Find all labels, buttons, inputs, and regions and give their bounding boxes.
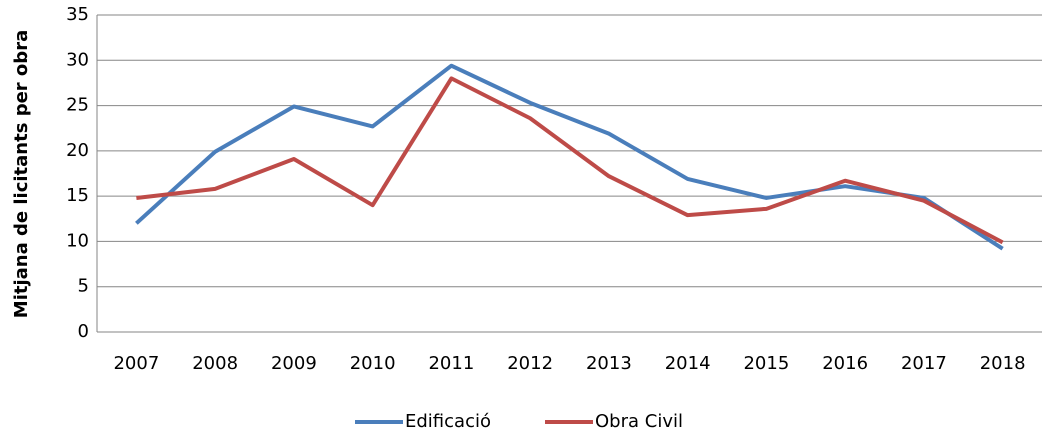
x-tick-label: 2008 [192, 353, 238, 374]
x-tick-label: 2016 [822, 353, 868, 374]
series-line [136, 76, 1004, 245]
y-tick-label: 10 [66, 230, 89, 251]
y-tick-label: 25 [66, 95, 89, 116]
legend-label: Edificació [405, 411, 491, 432]
x-tick-label: 2018 [980, 353, 1026, 374]
y-tick-label: 5 [78, 276, 89, 297]
x-tick-label: 2007 [113, 353, 159, 374]
x-tick-label: 2015 [743, 353, 789, 374]
x-tick-label: 2010 [350, 353, 396, 374]
y-axis-label: Mitjana de licitants per obra [11, 30, 32, 318]
x-tick-label: 2012 [507, 353, 553, 374]
y-tick-label: 20 [66, 140, 89, 161]
x-tick-label: 2011 [428, 353, 474, 374]
x-tick-label: 2009 [271, 353, 317, 374]
x-tick-label: 2017 [901, 353, 947, 374]
series-line [135, 63, 1004, 251]
y-tick-label: 30 [66, 49, 89, 70]
y-tick-label: 35 [66, 4, 89, 25]
y-tick-label: 0 [78, 321, 89, 342]
x-tick-label: 2014 [665, 353, 711, 374]
y-tick-label: 15 [66, 185, 89, 206]
legend-label: Obra Civil [595, 411, 683, 432]
x-tick-label: 2013 [586, 353, 632, 374]
